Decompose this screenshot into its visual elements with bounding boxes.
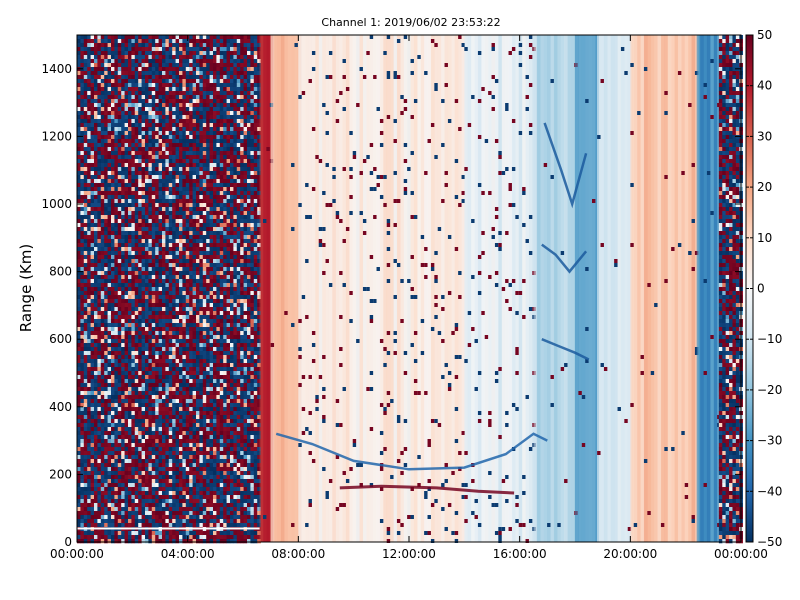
colorbar-tick-label: −20: [757, 383, 782, 397]
colorbar-ticks: 50 40 30 20 10 0 −10 −20 −30 −40 −50: [746, 28, 782, 549]
heatmap-plot-area: [77, 35, 743, 544]
heatmap-features: [275, 122, 590, 495]
colorbar-tick-label: 0: [757, 282, 765, 296]
colorbar-tick-label: −30: [757, 434, 782, 448]
y-tick-label: 1400: [41, 62, 72, 76]
colorbar-tick-label: −50: [757, 535, 782, 549]
colorbar-tick-label: 40: [757, 79, 772, 93]
echo-arc: [275, 432, 548, 471]
y-tick-label: 200: [49, 467, 72, 481]
echo-arc: [543, 122, 588, 209]
x-axis: 00:00:00 04:00:00 08:00:00 12:00:00 16:00:00…: [50, 35, 768, 561]
colorbar-tick-label: 30: [757, 129, 772, 143]
colorbar-tick-label: 10: [757, 231, 772, 245]
echo-arc: [541, 338, 590, 361]
y-tick-label: 1200: [41, 129, 72, 143]
echo-band: [339, 484, 515, 495]
x-tick-label: 04:00:00: [161, 547, 215, 561]
chart-title: Channel 1: 2019/06/02 23:53:22: [321, 16, 500, 29]
y-tick-label: 600: [49, 332, 72, 346]
y-axis: 0 200 400 600 800 1000 1200 1400: [41, 62, 741, 549]
colorbar-tick-label: 20: [757, 180, 772, 194]
x-tick-label: 08:00:00: [271, 547, 325, 561]
y-tick-label: 800: [49, 265, 72, 279]
colorbar-tick-label: −10: [757, 332, 782, 346]
y-tick-label: 0: [64, 535, 72, 549]
colorbar-tick-label: −40: [757, 484, 782, 498]
x-tick-label: 16:00:00: [493, 547, 547, 561]
x-tick-label: 00:00:00: [714, 547, 768, 561]
x-tick-label: 00:00:00: [50, 547, 104, 561]
colorbar-tick-label: 50: [757, 28, 772, 42]
y-tick-label: 1000: [41, 197, 72, 211]
x-tick-label: 12:00:00: [382, 547, 436, 561]
echo-arc: [541, 243, 588, 274]
y-tick-label: 400: [49, 400, 72, 414]
x-tick-label: 20:00:00: [603, 547, 657, 561]
y-axis-label: Range (Km): [17, 244, 35, 332]
